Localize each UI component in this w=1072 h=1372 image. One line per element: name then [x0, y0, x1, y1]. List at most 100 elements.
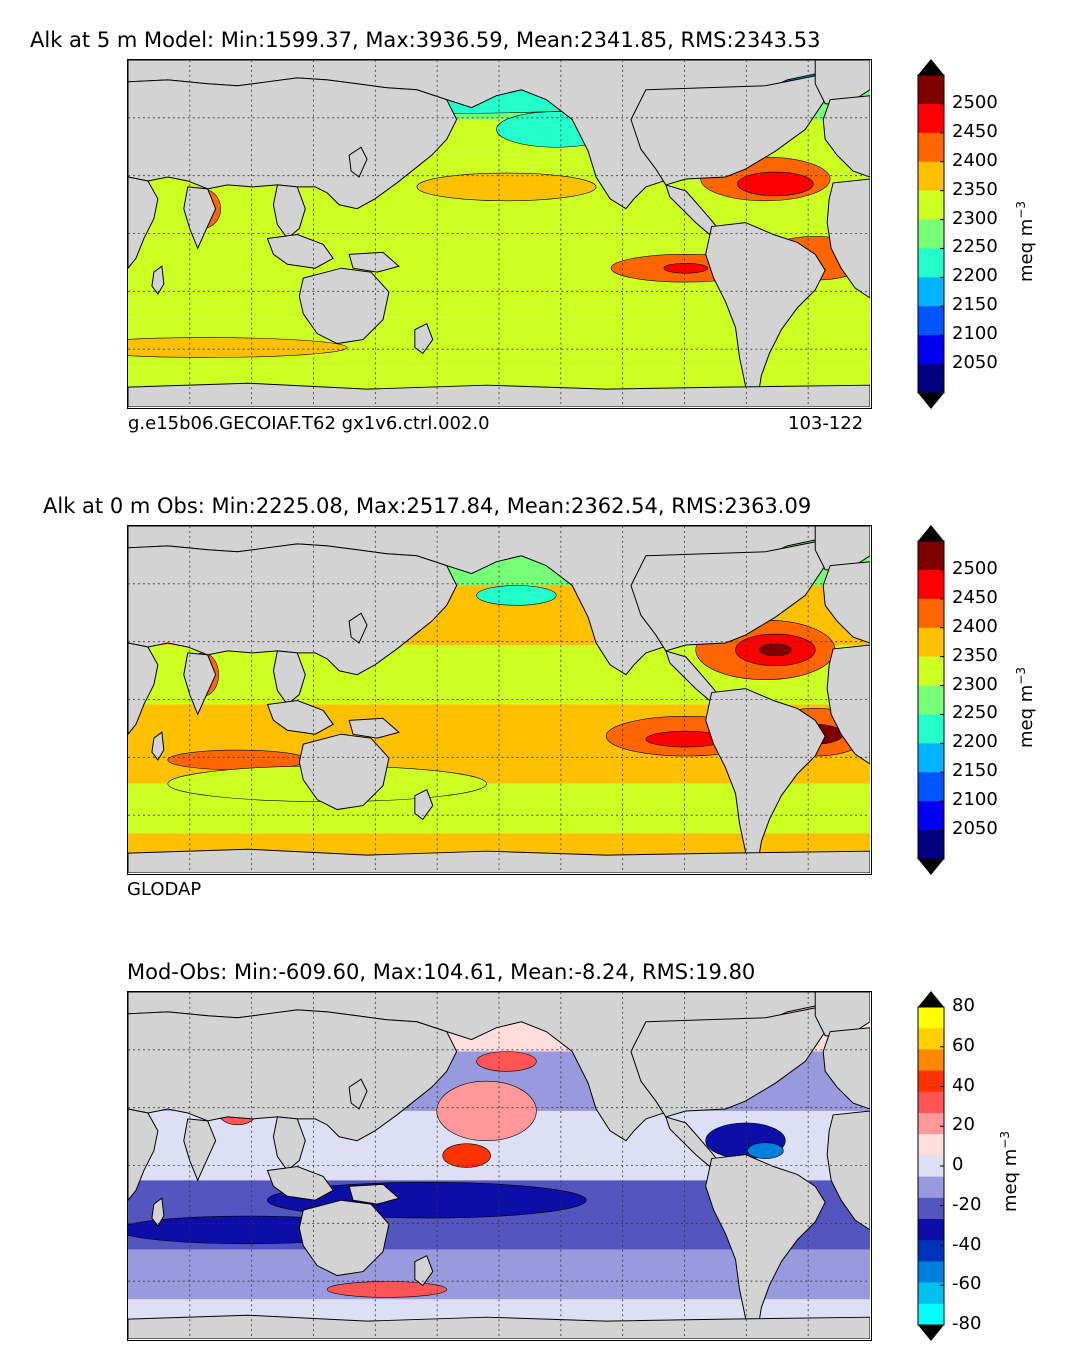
africa-west-landmass — [826, 1110, 870, 1231]
s-indian-orange — [128, 337, 348, 358]
new-guinea-landmass — [348, 717, 400, 739]
colorbar-segment — [918, 541, 944, 571]
panel2-map — [127, 525, 872, 875]
new-guinea-landmass — [348, 1183, 400, 1205]
colorbar-segment — [918, 1007, 944, 1029]
colorbar-segment — [918, 1113, 944, 1135]
n-pacific-orange — [416, 172, 597, 202]
colorbar-segment — [918, 75, 944, 105]
colorbar-segment — [918, 1049, 944, 1071]
colorbar-under-triangle — [918, 1325, 944, 1341]
borneo-sumatra-landmass — [266, 699, 334, 735]
colorbar-tick-label: 80 — [952, 995, 975, 1016]
panel3-title: Mod-Obs: Min:-609.60, Max:104.61, Mean:-… — [127, 960, 756, 984]
colorbar-segment — [918, 1176, 944, 1199]
europe-east-landmass — [822, 561, 870, 644]
colorbar-segment — [918, 801, 944, 831]
panel2-colorbar-unit: meq m−3 — [1014, 667, 1037, 748]
europe-east-landmass — [822, 95, 870, 178]
colorbar-tick-label: -80 — [952, 1313, 982, 1334]
colorbar-segment — [918, 248, 944, 278]
colorbar-segment — [918, 161, 944, 191]
colorbar-segment — [918, 1091, 944, 1114]
panel3-colorbar — [917, 991, 945, 1341]
colorbar-segment — [918, 103, 944, 134]
colorbar-segment — [918, 132, 944, 163]
japan-landmass — [348, 612, 368, 644]
colorbar-tick-label: -40 — [952, 1233, 982, 1255]
madagascar-landmass — [151, 265, 165, 295]
africa-east-landmass — [128, 1108, 159, 1201]
n-atlantic-peak — [759, 643, 792, 657]
land-mask — [128, 526, 870, 873]
graticule — [128, 526, 870, 873]
colorbar-segment — [918, 743, 944, 773]
graticule — [128, 60, 870, 407]
colorbar-tick-label: 2150 — [952, 294, 998, 316]
africa-west-landmass — [826, 644, 870, 765]
colorbar-tick-label: 2200 — [952, 265, 998, 287]
india-landmass — [183, 1118, 217, 1182]
colorbar-segment — [918, 830, 944, 860]
colorbar-segment — [918, 772, 944, 802]
south-america-landmass — [705, 1154, 826, 1332]
colorbar-under-triangle — [918, 859, 944, 875]
india-landmass — [183, 186, 217, 250]
colorbar-segment — [918, 219, 944, 249]
africa-east-landmass — [128, 642, 159, 735]
colorbar-tick-label: 2300 — [952, 207, 998, 229]
colorbar-segment — [918, 1282, 944, 1305]
colorbar-tick-label: 2500 — [952, 91, 998, 113]
n-atlantic-core — [747, 1142, 784, 1159]
colorbar-segment — [918, 656, 944, 686]
panel1-map — [127, 59, 872, 409]
colorbar-segment — [918, 714, 944, 744]
colorbar-segment — [918, 1219, 944, 1241]
pacific-core — [663, 262, 708, 274]
panel1-colorbar-unit: meq m−3 — [1014, 201, 1037, 282]
new-zealand-landmass — [414, 789, 434, 821]
panel2-footer-left: GLODAP — [127, 879, 202, 900]
australia-landmass — [298, 733, 390, 811]
australia-landmass — [298, 267, 390, 345]
colorbar-over-triangle — [918, 991, 944, 1007]
colorbar-segment — [918, 685, 944, 715]
australia-landmass — [298, 1199, 390, 1277]
japan-landmass — [348, 1078, 368, 1110]
colorbar-segment — [918, 569, 944, 600]
north-america-body-landmass — [630, 75, 826, 186]
colorbar-segment — [918, 1303, 944, 1326]
colorbar-segment — [918, 335, 944, 365]
colorbar-tick-label: 2250 — [952, 236, 998, 258]
n-atlantic-core — [737, 171, 814, 197]
colorbar-tick-label: 2400 — [952, 149, 998, 171]
colorbar-tick-label: 2250 — [952, 702, 998, 724]
colorbar-tick-label: 2150 — [952, 760, 998, 782]
panel1-title: Alk at 5 m Model: Min:1599.37, Max:3936.… — [30, 28, 821, 52]
new-guinea-landmass — [348, 251, 400, 273]
africa-east-landmass — [128, 176, 159, 269]
new-zealand-landmass — [414, 323, 434, 355]
colorbar-frame — [917, 540, 945, 860]
colorbar-segment — [918, 1070, 944, 1093]
borneo-sumatra-landmass — [266, 1165, 334, 1201]
colorbar-tick-label: 20 — [952, 1114, 975, 1136]
colorbar-tick-label: -60 — [952, 1273, 982, 1295]
colorbar-tick-label: 2050 — [952, 818, 998, 840]
colorbar-tick-label: 2350 — [952, 644, 998, 666]
south-america-landmass — [705, 222, 826, 400]
panel3-map — [127, 991, 872, 1341]
colorbar-over-triangle — [918, 59, 944, 75]
panel2-colorbar — [917, 525, 945, 875]
colorbar-segment — [918, 1261, 944, 1283]
land-mask — [128, 60, 870, 407]
africa-west-landmass — [826, 178, 870, 299]
colorbar-segment — [918, 1028, 944, 1050]
colorbar-tick-label: 60 — [952, 1034, 975, 1056]
colorbar-frame — [917, 74, 945, 394]
pacific-pos-core — [442, 1143, 491, 1168]
north-america-body-landmass — [630, 1007, 826, 1118]
borneo-sumatra-landmass — [266, 233, 334, 269]
colorbar-over-triangle — [918, 525, 944, 541]
colorbar-tick-label: 2500 — [952, 557, 998, 579]
